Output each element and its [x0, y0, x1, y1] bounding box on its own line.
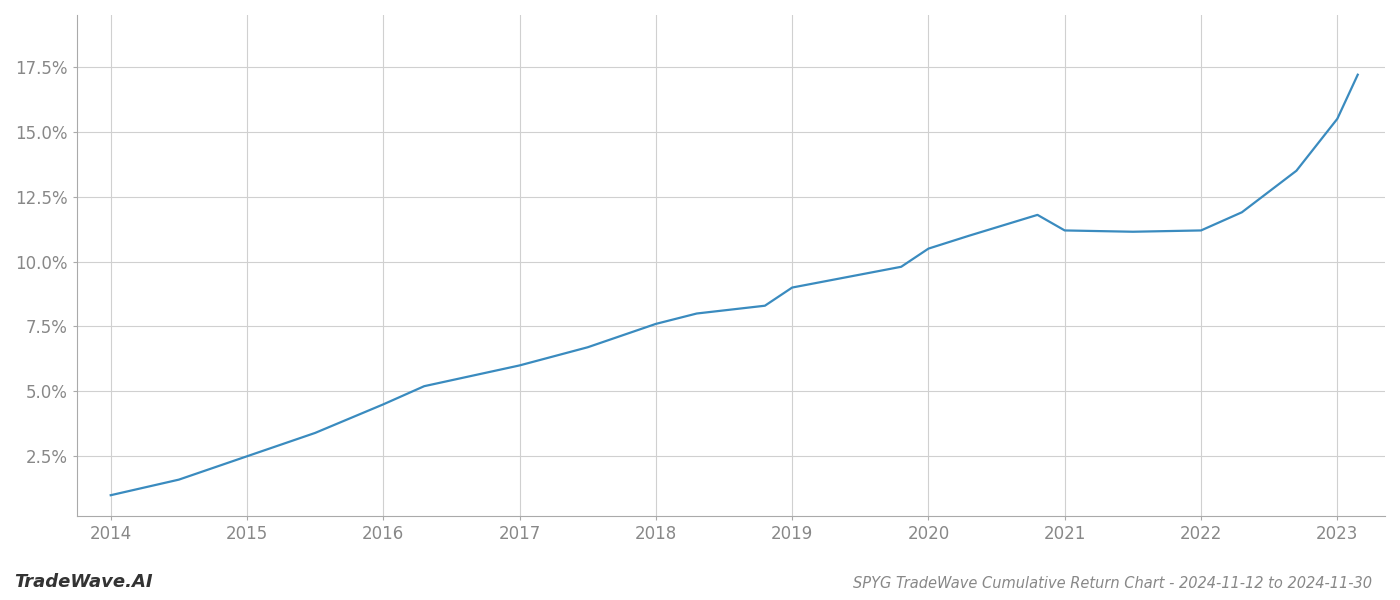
- Text: SPYG TradeWave Cumulative Return Chart - 2024-11-12 to 2024-11-30: SPYG TradeWave Cumulative Return Chart -…: [853, 576, 1372, 591]
- Text: TradeWave.AI: TradeWave.AI: [14, 573, 153, 591]
